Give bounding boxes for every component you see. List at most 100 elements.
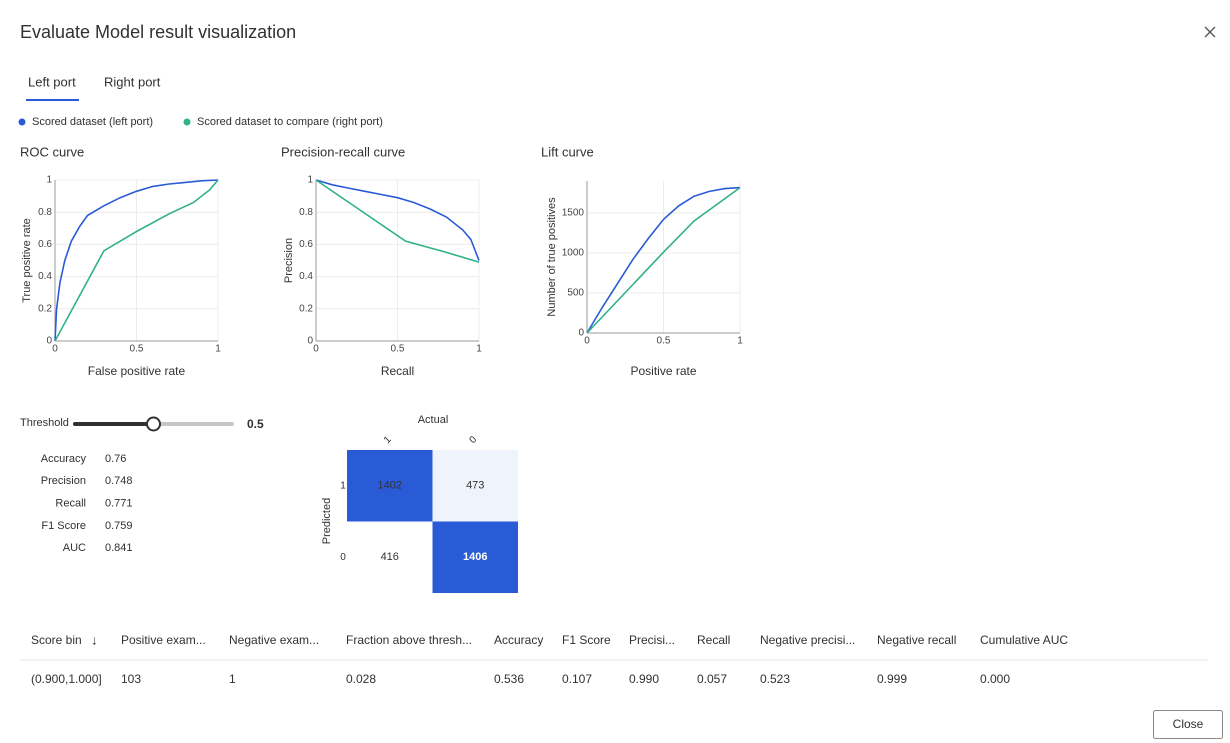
table-header[interactable]: F1 Score (562, 633, 611, 647)
legend-dot (18, 118, 26, 126)
legend-label: Scored dataset (left port) (32, 116, 153, 128)
x-tick-label: 0.5 (391, 344, 405, 355)
table-cell: 103 (121, 672, 141, 686)
y-tick-label: 0 (46, 336, 52, 347)
x-tick-label: 0.5 (130, 344, 144, 355)
curve (315, 179, 480, 263)
x-tick-label: 0 (313, 344, 319, 355)
table-cell: 1 (229, 672, 236, 686)
x-tick-label: 1 (737, 336, 743, 347)
y-tick-label: 0.4 (38, 271, 52, 282)
matrix-cell (432, 450, 518, 522)
legend-label: Scored dataset to compare (right port) (197, 116, 383, 128)
chart-title: ROC curve (20, 144, 84, 159)
tab-underline (26, 99, 79, 101)
table-header[interactable]: Precisi... (629, 633, 675, 647)
table-header[interactable]: Positive exam... (121, 633, 206, 647)
dialog-title: Evaluate Model result visualization (20, 22, 296, 42)
y-tick-label: 0.2 (299, 303, 313, 314)
close-button[interactable] (1153, 710, 1223, 739)
matrix-column-label: 1 (382, 434, 394, 446)
table-header[interactable]: Fraction above thresh... (346, 633, 472, 647)
x-tick-label: 0.5 (657, 336, 671, 347)
table-cell: 0.057 (697, 672, 727, 686)
matrix-cell (432, 521, 518, 593)
y-tick-label: 1 (307, 175, 313, 186)
y-tick-label: 1000 (562, 248, 585, 259)
metric-value: 0.76 (105, 453, 126, 465)
curve (586, 186, 741, 334)
tab[interactable]: Right port (104, 74, 161, 89)
matrix-cell (347, 450, 433, 522)
matrix-column-label: 0 (467, 434, 479, 446)
metric-value: 0.771 (105, 498, 133, 510)
y-tick-label: 0.2 (38, 303, 52, 314)
close-icon-line (1204, 26, 1216, 38)
y-tick-label: 1500 (562, 208, 585, 219)
metric-value: 0.841 (105, 542, 133, 554)
y-tick-label: 0.6 (38, 239, 52, 250)
table-header[interactable]: Score bin (31, 633, 82, 647)
metric-label: Recall (55, 498, 86, 510)
table-cell: 0.536 (494, 672, 524, 686)
table-cell: (0.900,1.000] (31, 672, 102, 686)
threshold-label: Threshold (20, 417, 69, 429)
y-tick-label: 1 (46, 175, 52, 186)
x-axis-label: Recall (381, 364, 414, 378)
close-button-label[interactable]: Close (1173, 717, 1204, 731)
y-tick-label: 0.6 (299, 239, 313, 250)
table-cell: 0.990 (629, 672, 659, 686)
curve (54, 179, 219, 342)
y-tick-label: 0.4 (299, 271, 313, 282)
y-tick-label: 0 (578, 328, 584, 339)
y-axis-label: Precision (283, 238, 295, 283)
metric-label: Precision (41, 475, 86, 487)
curve (54, 179, 219, 342)
legend-dot (183, 118, 191, 126)
chart-title: Precision-recall curve (281, 144, 405, 159)
close-icon[interactable] (1204, 26, 1216, 38)
matrix-cell-value: 1406 (463, 551, 487, 563)
table-header[interactable]: Negative precisi... (760, 633, 855, 647)
x-tick-label: 0 (52, 344, 58, 355)
y-axis-label: Number of true positives (546, 197, 558, 317)
matrix-cell-value: 473 (466, 480, 484, 492)
y-tick-label: 500 (567, 288, 584, 299)
y-tick-label: 0.8 (299, 207, 313, 218)
table-header[interactable]: Accuracy (494, 633, 543, 647)
metric-value: 0.748 (105, 475, 133, 487)
table-cell: 0.107 (562, 672, 592, 686)
y-tick-label: 0.8 (38, 207, 52, 218)
slider-thumb[interactable] (146, 416, 161, 432)
x-axis-label: False positive rate (88, 364, 186, 378)
matrix-row-label: 1 (340, 480, 346, 491)
matrix-cell-value: 416 (381, 551, 399, 563)
y-tick-label: 0 (307, 336, 313, 347)
x-tick-label: 0 (584, 336, 590, 347)
chart-title: Lift curve (541, 144, 594, 159)
x-tick-label: 1 (476, 344, 482, 355)
matrix-cell (347, 521, 433, 593)
matrix-cell-value: 1402 (378, 480, 402, 492)
sort-arrow: ↓ (91, 632, 98, 647)
table-cell: 0.000 (980, 672, 1010, 686)
matrix-row-label: 0 (340, 552, 346, 563)
tab[interactable]: Left port (28, 74, 76, 89)
table-cell: 0.999 (877, 672, 907, 686)
table-header[interactable]: Negative exam... (229, 633, 319, 647)
table-cell: 0.028 (346, 672, 376, 686)
metric-value: 0.759 (105, 520, 133, 532)
metric-label: AUC (63, 542, 86, 554)
curve (315, 179, 480, 261)
y-axis-label: True positive rate (21, 218, 33, 303)
threshold-value: 0.5 (247, 417, 264, 431)
x-axis-label: Positive rate (630, 364, 696, 378)
table-header[interactable]: Negative recall (877, 633, 956, 647)
table-header[interactable]: Cumulative AUC (980, 633, 1068, 647)
metric-label: F1 Score (41, 520, 86, 532)
table-cell: 0.523 (760, 672, 790, 686)
table-header[interactable]: Recall (697, 633, 730, 647)
matrix-x-label: Actual (418, 414, 449, 426)
